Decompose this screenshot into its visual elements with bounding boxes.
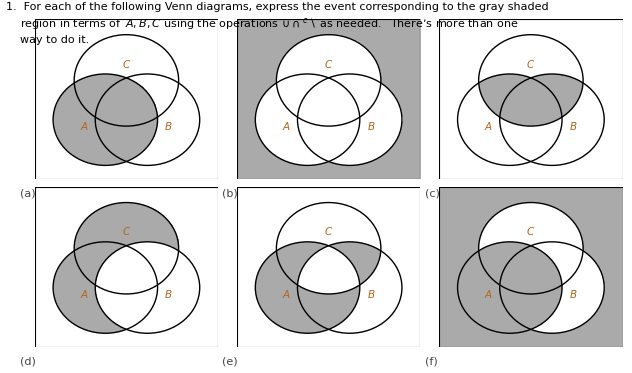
Text: $A$: $A$: [484, 288, 493, 300]
Text: $B$: $B$: [367, 120, 375, 132]
Text: $C$: $C$: [526, 57, 535, 69]
Text: (a): (a): [20, 189, 36, 199]
Text: $C$: $C$: [122, 225, 131, 237]
Text: $A$: $A$: [484, 120, 493, 132]
Text: $A$: $A$: [80, 288, 88, 300]
Text: 1.  For each of the following Venn diagrams, express the event corresponding to : 1. For each of the following Venn diagra…: [6, 2, 549, 45]
Text: $C$: $C$: [324, 225, 333, 237]
Text: $B$: $B$: [569, 120, 577, 132]
Text: (f): (f): [425, 357, 437, 367]
Text: $A$: $A$: [80, 120, 88, 132]
Text: $A$: $A$: [282, 288, 291, 300]
Text: (d): (d): [20, 357, 36, 367]
Text: $C$: $C$: [526, 225, 535, 237]
Text: $C$: $C$: [122, 57, 131, 69]
Text: $A$: $A$: [282, 120, 291, 132]
Text: (e): (e): [222, 357, 238, 367]
Text: $C$: $C$: [324, 57, 333, 69]
Text: $B$: $B$: [164, 288, 173, 300]
Text: (b): (b): [222, 189, 238, 199]
Text: (c): (c): [425, 189, 439, 199]
Text: $B$: $B$: [367, 288, 375, 300]
Text: $B$: $B$: [164, 120, 173, 132]
Text: $B$: $B$: [569, 288, 577, 300]
